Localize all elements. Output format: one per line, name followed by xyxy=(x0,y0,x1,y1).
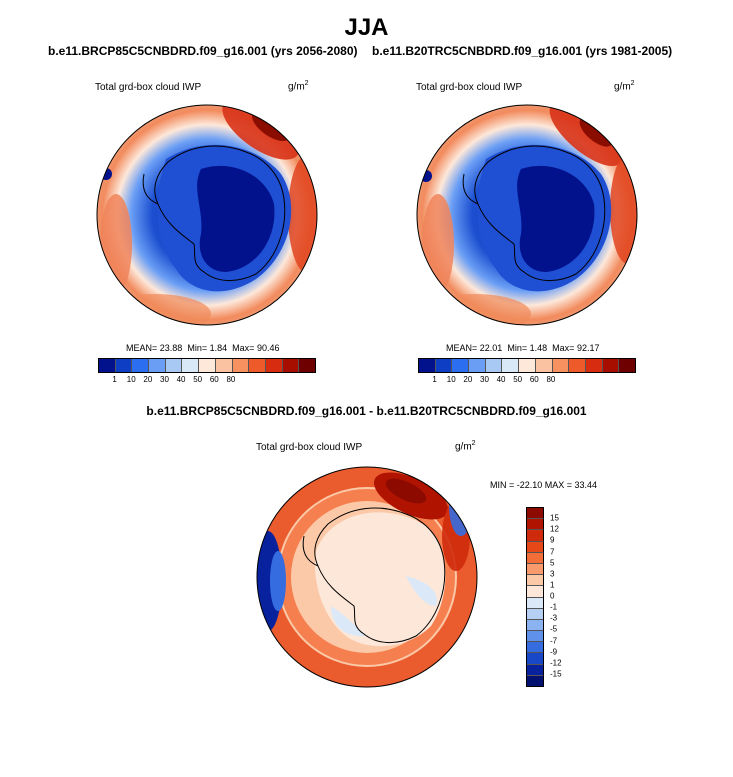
right-panel-units: g/m2 xyxy=(614,80,635,93)
colorbar-tick-label: 60 xyxy=(529,375,539,384)
colorbar-swatch xyxy=(452,359,470,372)
colorbar-tick-label: 40 xyxy=(176,375,186,384)
colorbar-swatch xyxy=(199,359,216,372)
colorbar-tick-label: 50 xyxy=(193,375,203,384)
colorbar-tick-label: 50 xyxy=(513,375,523,384)
colorbar-swatch xyxy=(527,508,543,520)
colorbar-swatch xyxy=(527,642,543,654)
colorbar-tick-label: 10 xyxy=(126,375,136,384)
colorbar-swatch xyxy=(99,359,116,372)
colorbar-tick-label: 20 xyxy=(463,375,473,384)
colorbar-swatch xyxy=(527,541,543,553)
colorbar-swatch xyxy=(299,359,315,372)
colorbar-swatch xyxy=(419,359,436,372)
colorbar-tick-label: -12 xyxy=(550,658,562,668)
colorbar-swatch xyxy=(527,608,543,620)
colorbar-swatch xyxy=(569,359,586,372)
colorbar-tick-label: 3 xyxy=(550,569,555,579)
right-panel-stats: MEAN= 22.01 Min= 1.48 Max= 92.17 xyxy=(446,343,600,353)
left-panel-units: g/m2 xyxy=(288,80,309,93)
diff-colorbar xyxy=(526,507,544,687)
colorbar-tick-label: -9 xyxy=(550,647,558,657)
diff-panel-stats: MIN = -22.10 MAX = 33.44 xyxy=(490,480,598,490)
colorbar-tick-label: 30 xyxy=(480,375,489,384)
colorbar-swatch xyxy=(469,359,486,372)
colorbar-swatch xyxy=(519,359,536,372)
colorbar-tick-label: -5 xyxy=(550,624,558,634)
colorbar-tick-label: -3 xyxy=(550,613,558,623)
colorbar-swatch xyxy=(149,359,166,372)
colorbar-swatch xyxy=(552,359,570,372)
colorbar-swatch xyxy=(527,664,543,676)
colorbar-tick-label: 9 xyxy=(550,535,555,545)
left-panel-title: b.e11.BRCP85C5CNBDRD.f09_g16.001 (yrs 20… xyxy=(48,44,358,58)
colorbar-swatch xyxy=(535,359,553,372)
colorbar-tick-label: 12 xyxy=(550,524,559,534)
colorbar-tick-label: 20 xyxy=(143,375,153,384)
colorbar-swatch xyxy=(527,586,543,598)
diff-panel-title: b.e11.BRCP85C5CNBDRD.f09_g16.001 - b.e11… xyxy=(146,404,587,418)
colorbar-swatch xyxy=(585,359,603,372)
colorbar-swatch xyxy=(527,675,543,686)
right-polar-map xyxy=(416,104,638,326)
colorbar-tick-label: 40 xyxy=(496,375,506,384)
page-title: JJA xyxy=(344,14,389,41)
colorbar-swatch xyxy=(282,359,300,372)
colorbar-tick-label: 5 xyxy=(550,558,555,568)
colorbar-tick-label: 80 xyxy=(226,375,236,384)
left-colorbar xyxy=(98,358,316,373)
colorbar-swatch xyxy=(527,575,543,587)
colorbar-tick-label: 10 xyxy=(446,375,456,384)
diff-panel-units: g/m2 xyxy=(455,440,476,453)
colorbar-swatch xyxy=(182,359,200,372)
left-panel-stats: MEAN= 23.88 Min= 1.84 Max= 90.46 xyxy=(126,343,280,353)
colorbar-swatch xyxy=(527,619,543,632)
colorbar-tick-label: 60 xyxy=(209,375,219,384)
colorbar-swatch xyxy=(502,359,520,372)
colorbar-swatch xyxy=(215,359,233,372)
colorbar-tick-label: -1 xyxy=(550,602,558,612)
right-colorbar xyxy=(418,358,636,373)
right-panel-variable: Total grd-box cloud IWP xyxy=(416,82,523,93)
colorbar-swatch xyxy=(527,530,543,542)
colorbar-swatch xyxy=(527,597,543,609)
colorbar-tick-label: 15 xyxy=(550,513,559,523)
colorbar-tick-label: -15 xyxy=(550,669,562,679)
colorbar-swatch xyxy=(527,631,543,643)
colorbar-swatch xyxy=(485,359,503,372)
colorbar-swatch xyxy=(527,519,543,531)
diff-panel-variable: Total grd-box cloud IWP xyxy=(256,442,363,453)
colorbar-swatch xyxy=(132,359,150,372)
colorbar-tick-label: 0 xyxy=(550,591,555,601)
diff-polar-map xyxy=(256,466,478,688)
colorbar-tick-label: -7 xyxy=(550,636,558,645)
left-panel-variable: Total grd-box cloud IWP xyxy=(95,82,202,93)
colorbar-swatch xyxy=(527,552,543,564)
colorbar-swatch xyxy=(435,359,453,372)
colorbar-swatch xyxy=(249,359,266,372)
colorbar-tick-label: 7 xyxy=(550,547,555,556)
right-panel-title: b.e11.B20TRC5CNBDRD.f09_g16.001 (yrs 198… xyxy=(372,44,673,58)
colorbar-tick-label: 1 xyxy=(550,580,555,590)
colorbar-swatch xyxy=(602,359,620,372)
colorbar-swatch xyxy=(527,563,543,576)
colorbar-swatch xyxy=(527,653,543,665)
left-polar-map xyxy=(96,104,318,326)
colorbar-tick-label: 1 xyxy=(112,375,117,384)
colorbar-swatch xyxy=(165,359,183,372)
colorbar-tick-label: 30 xyxy=(160,375,169,384)
colorbar-tick-label: 1 xyxy=(432,375,437,384)
colorbar-tick-label: 80 xyxy=(546,375,556,384)
colorbar-swatch xyxy=(619,359,635,372)
colorbar-swatch xyxy=(115,359,133,372)
colorbar-swatch xyxy=(232,359,250,372)
colorbar-swatch xyxy=(265,359,283,372)
